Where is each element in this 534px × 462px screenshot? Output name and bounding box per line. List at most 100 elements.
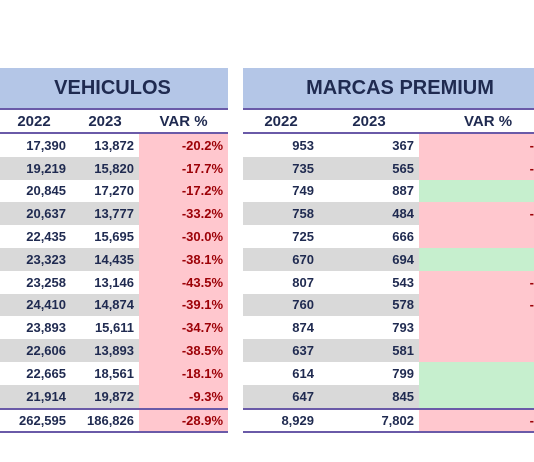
cell-2022: 760 <box>243 293 319 317</box>
table-row: 23,258 13,146 -43.5% <box>0 270 229 294</box>
table-row: 61479930. <box>243 361 534 385</box>
cell-var: -18.1% <box>139 361 229 385</box>
table-row: 21,914 19,872 -9.3% <box>0 384 229 409</box>
cell-var: -38.5% <box>139 339 229 362</box>
cell-2022: 807 <box>243 270 319 294</box>
cell-2022: 735 <box>243 156 319 180</box>
cell-var: 3. <box>419 247 534 271</box>
table-row: 6706943. <box>243 247 534 271</box>
cell-var: -34.7% <box>139 316 229 340</box>
cell-2022: 20,845 <box>0 179 71 203</box>
table-row: 20,845 17,270 -17.2% <box>0 179 229 203</box>
cell-var: -17.7% <box>139 156 229 180</box>
total-2022: 8,929 <box>243 407 319 433</box>
cell-2023: 15,611 <box>71 316 139 340</box>
cell-var: -23. <box>419 293 534 317</box>
marcas-premium-title: MARCAS PREMIUM <box>243 68 534 109</box>
col-header-2023: 2023 <box>319 108 419 134</box>
cell-2023: 666 <box>319 225 419 248</box>
cell-var: -8. <box>419 225 534 248</box>
total-row: 8,929 7,802 -12. <box>243 407 534 433</box>
cell-2023: 367 <box>319 133 419 157</box>
cell-var: -30.0% <box>139 225 229 248</box>
col-header-var: VAR % <box>419 108 534 134</box>
cell-2023: 793 <box>319 316 419 340</box>
cell-2023: 845 <box>319 384 419 409</box>
cell-2022: 953 <box>243 133 319 157</box>
cell-var: 18. <box>419 179 534 203</box>
cell-2023: 887 <box>319 179 419 203</box>
table-row: 17,390 13,872 -20.2% <box>0 133 229 157</box>
marcas-premium-table: MARCAS PREMIUM 2022 2023 VAR % 953367-61… <box>243 68 534 433</box>
cell-2023: 19,872 <box>71 384 139 409</box>
cell-var: -17.2% <box>139 179 229 203</box>
cell-2023: 543 <box>319 270 419 294</box>
cell-var: -32. <box>419 270 534 294</box>
vehiculos-title: VEHICULOS <box>0 68 229 109</box>
vehiculos-table: VEHICULOS 2022 2023 VAR % 17,390 13,872 -2… <box>0 68 229 433</box>
cell-var: -8. <box>419 339 534 362</box>
cell-2022: 17,390 <box>0 133 71 157</box>
table-row: 24,410 14,874 -39.1% <box>0 293 229 317</box>
cell-2022: 637 <box>243 339 319 362</box>
cell-2022: 749 <box>243 179 319 203</box>
cell-var: -23. <box>419 156 534 180</box>
cell-2023: 13,893 <box>71 339 139 362</box>
cell-2023: 484 <box>319 202 419 226</box>
cell-2022: 670 <box>243 247 319 271</box>
cell-2023: 799 <box>319 361 419 385</box>
cell-2023: 14,435 <box>71 247 139 271</box>
cell-2022: 23,323 <box>0 247 71 271</box>
cell-2023: 13,146 <box>71 270 139 294</box>
cell-2022: 758 <box>243 202 319 226</box>
cell-2023: 17,270 <box>71 179 139 203</box>
cell-var: 30. <box>419 384 534 409</box>
cell-2022: 874 <box>243 316 319 340</box>
cell-2023: 565 <box>319 156 419 180</box>
col-header-2022: 2022 <box>0 108 71 134</box>
cell-2022: 22,665 <box>0 361 71 385</box>
cell-2023: 13,872 <box>71 133 139 157</box>
cell-var: -20.2% <box>139 133 229 157</box>
total-2023: 7,802 <box>319 407 419 433</box>
cell-var: -36. <box>419 202 534 226</box>
cell-var: -33.2% <box>139 202 229 226</box>
total-var: -12. <box>419 407 534 433</box>
cell-2022: 614 <box>243 361 319 385</box>
total-var: -28.9% <box>139 407 229 433</box>
cell-var: -9. <box>419 316 534 340</box>
table-row: 22,435 15,695 -30.0% <box>0 225 229 248</box>
cell-2022: 22,606 <box>0 339 71 362</box>
cell-2022: 23,893 <box>0 316 71 340</box>
cell-2022: 725 <box>243 225 319 248</box>
cell-2022: 20,637 <box>0 202 71 226</box>
cell-var: -61. <box>419 133 534 157</box>
cell-2023: 18,561 <box>71 361 139 385</box>
cell-2022: 19,219 <box>0 156 71 180</box>
cell-var: -38.1% <box>139 247 229 271</box>
cell-2023: 578 <box>319 293 419 317</box>
cell-var: -9.3% <box>139 384 229 409</box>
table-row: 23,323 14,435 -38.1% <box>0 247 229 271</box>
cell-2023: 13,777 <box>71 202 139 226</box>
cell-2023: 15,695 <box>71 225 139 248</box>
total-2023: 186,826 <box>71 407 139 433</box>
col-header-2023: 2023 <box>71 108 139 134</box>
cell-2023: 15,820 <box>71 156 139 180</box>
cell-2022: 23,258 <box>0 270 71 294</box>
total-row: 262,595 186,826 -28.9% <box>0 407 229 433</box>
col-header-var: VAR % <box>139 108 229 134</box>
table-row: 64784530. <box>243 384 534 409</box>
cell-var: -43.5% <box>139 270 229 294</box>
cell-2022: 21,914 <box>0 384 71 409</box>
table-row: 74988718. <box>243 179 534 203</box>
table-row: 19,219 15,820 -17.7% <box>0 156 229 180</box>
cell-var: 30. <box>419 361 534 385</box>
